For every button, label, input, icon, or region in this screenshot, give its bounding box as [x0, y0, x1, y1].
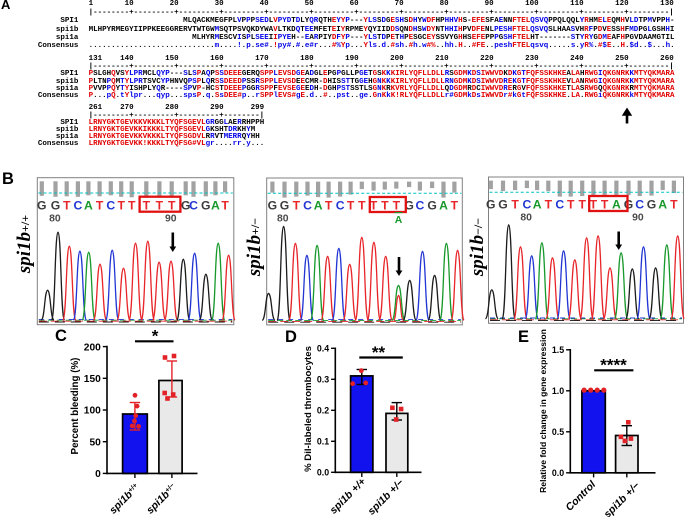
- svg-text:*: *: [152, 327, 159, 346]
- svg-text:T: T: [567, 198, 575, 212]
- svg-text:G: G: [268, 199, 277, 213]
- svg-text:T: T: [358, 199, 366, 213]
- svg-text:T: T: [143, 198, 151, 212]
- svg-text:G: G: [51, 198, 60, 212]
- svg-text:T: T: [117, 198, 125, 212]
- svg-text:0.4: 0.4: [317, 344, 329, 354]
- svg-text:C: C: [415, 199, 424, 213]
- svg-text:C: C: [189, 198, 198, 212]
- svg-text:C: C: [336, 199, 345, 213]
- svg-text:G: G: [486, 198, 495, 212]
- svg-text:T: T: [63, 198, 71, 212]
- svg-text:T: T: [96, 198, 104, 212]
- svg-text:90: 90: [165, 213, 177, 224]
- svg-text:G: G: [201, 198, 210, 212]
- svg-text:C: C: [555, 198, 564, 212]
- svg-text:T: T: [128, 198, 136, 212]
- svg-text:150: 150: [84, 374, 101, 385]
- svg-text:C: C: [303, 199, 312, 213]
- svg-text:A: A: [84, 198, 93, 212]
- svg-text:0: 0: [95, 469, 101, 480]
- svg-text:0.0: 0.0: [317, 468, 329, 478]
- svg-text:****: ****: [600, 356, 627, 375]
- svg-text:80: 80: [277, 214, 289, 225]
- svg-text:G: G: [280, 199, 289, 213]
- svg-text:T: T: [393, 199, 401, 213]
- svg-text:A: A: [658, 198, 667, 212]
- svg-text:0.5: 0.5: [552, 427, 564, 437]
- svg-text:T: T: [221, 198, 229, 212]
- svg-text:T: T: [590, 198, 598, 212]
- svg-text:T: T: [168, 198, 176, 212]
- svg-text:A: A: [314, 199, 323, 213]
- svg-text:C: C: [106, 198, 115, 212]
- svg-text:T: T: [381, 199, 389, 213]
- svg-text:T: T: [325, 199, 333, 213]
- svg-text:C: C: [522, 198, 531, 212]
- svg-text:0.3: 0.3: [317, 375, 329, 385]
- svg-text:G: G: [37, 198, 46, 212]
- svg-text:T: T: [156, 198, 164, 212]
- svg-text:1.0: 1.0: [552, 386, 564, 396]
- svg-text:T: T: [578, 198, 586, 212]
- svg-text:1.5: 1.5: [552, 345, 564, 355]
- svg-text:G: G: [498, 198, 507, 212]
- svg-text:0.2: 0.2: [317, 406, 329, 416]
- svg-text:80: 80: [520, 213, 532, 224]
- svg-text:A: A: [395, 215, 403, 226]
- svg-text:A: A: [612, 198, 621, 212]
- svg-text:T: T: [347, 199, 355, 213]
- svg-text:C: C: [635, 198, 644, 212]
- svg-text:T: T: [370, 199, 378, 213]
- svg-text:T: T: [601, 198, 609, 212]
- svg-text:T: T: [511, 198, 519, 212]
- svg-text:T: T: [545, 198, 553, 212]
- svg-text:80: 80: [49, 213, 61, 224]
- svg-text:G: G: [647, 198, 656, 212]
- svg-text:T: T: [670, 198, 678, 212]
- svg-text:0.0: 0.0: [552, 468, 564, 478]
- svg-text:T: T: [451, 199, 459, 213]
- svg-text:G: G: [181, 198, 190, 212]
- svg-text:100: 100: [84, 406, 101, 417]
- svg-text:**: **: [372, 343, 386, 362]
- svg-text:T: T: [293, 199, 301, 213]
- svg-text:A: A: [439, 199, 448, 213]
- svg-text:A: A: [211, 198, 220, 212]
- svg-text:G: G: [427, 199, 436, 213]
- svg-text:C: C: [73, 198, 82, 212]
- svg-text:A: A: [533, 198, 542, 212]
- svg-text:50: 50: [89, 437, 101, 448]
- svg-text:200: 200: [84, 342, 101, 353]
- svg-text:G: G: [404, 199, 413, 213]
- svg-text:90: 90: [632, 213, 644, 224]
- svg-text:0.1: 0.1: [317, 437, 329, 447]
